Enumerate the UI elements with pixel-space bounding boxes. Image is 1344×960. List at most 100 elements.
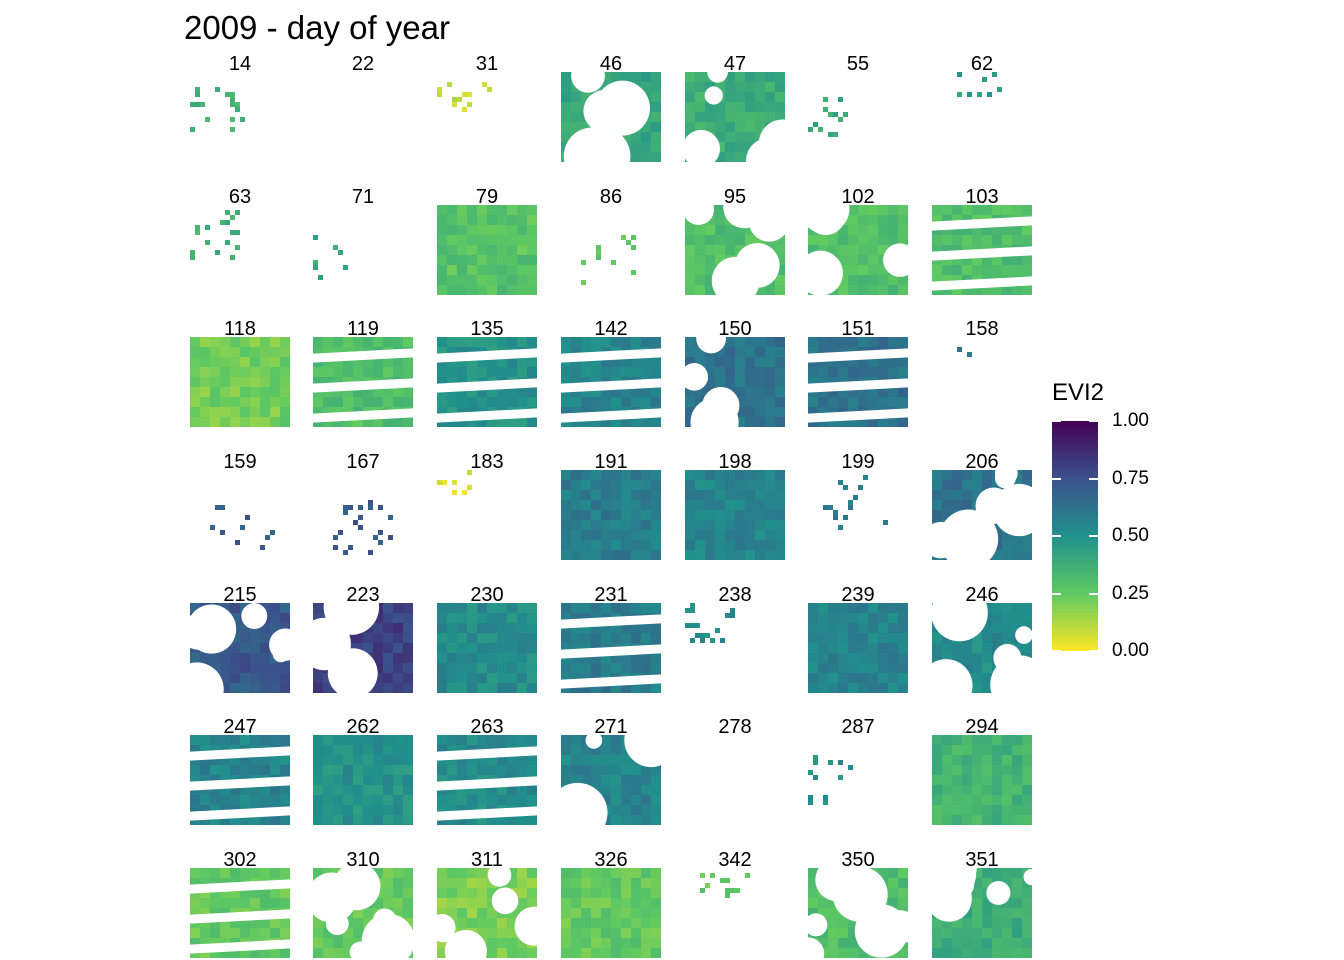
raster-cell bbox=[527, 888, 537, 898]
raster-cell bbox=[452, 480, 457, 485]
raster-cell bbox=[457, 805, 467, 815]
raster-cell bbox=[828, 643, 838, 653]
facet-label: 246 bbox=[965, 584, 999, 606]
raster-cell bbox=[190, 127, 195, 132]
raster-cell bbox=[848, 623, 858, 633]
raster-cell bbox=[868, 613, 878, 623]
raster-cell bbox=[333, 815, 343, 825]
raster-cell bbox=[581, 530, 591, 540]
raster-cell bbox=[745, 112, 755, 122]
raster-cell bbox=[952, 215, 962, 225]
raster-cell bbox=[457, 245, 467, 255]
legend-tick-mark bbox=[1089, 420, 1098, 422]
raster-cell bbox=[447, 735, 457, 745]
raster-cell bbox=[611, 683, 621, 693]
raster-cell bbox=[393, 357, 403, 367]
raster-cell bbox=[685, 407, 695, 417]
facet-raster bbox=[685, 735, 785, 825]
raster-cell bbox=[561, 745, 571, 755]
raster-cell bbox=[270, 918, 280, 928]
raster-cell bbox=[651, 938, 661, 948]
raster-cell bbox=[992, 633, 1002, 643]
raster-cell bbox=[230, 888, 240, 898]
raster-cell bbox=[383, 673, 393, 683]
raster-cell bbox=[1012, 205, 1022, 215]
facet-label: 302 bbox=[223, 849, 257, 871]
raster-cell bbox=[611, 480, 621, 490]
raster-cell bbox=[735, 470, 745, 480]
raster-cell bbox=[220, 337, 230, 347]
raster-cell bbox=[972, 888, 982, 898]
raster-cell bbox=[363, 765, 373, 775]
raster-cell bbox=[705, 883, 710, 888]
facet-raster bbox=[313, 603, 413, 693]
raster-cell bbox=[358, 515, 363, 520]
raster-cell bbox=[507, 643, 517, 653]
raster-cell bbox=[621, 663, 631, 673]
raster-cell bbox=[403, 775, 413, 785]
raster-cell bbox=[982, 673, 992, 683]
raster-cell bbox=[695, 500, 705, 510]
raster-cell bbox=[651, 775, 661, 785]
raster-cell bbox=[621, 755, 631, 765]
raster-cell bbox=[1012, 603, 1022, 613]
raster-cell bbox=[621, 490, 631, 500]
raster-cell bbox=[641, 520, 651, 530]
raster-cell bbox=[230, 377, 240, 387]
raster-cell bbox=[437, 377, 447, 387]
raster-cell bbox=[992, 918, 1002, 928]
raster-cell bbox=[833, 510, 838, 515]
raster-cell bbox=[898, 235, 908, 245]
raster-cell bbox=[403, 643, 413, 653]
raster-cell bbox=[942, 775, 952, 785]
raster-cell bbox=[497, 918, 507, 928]
raster-cell bbox=[437, 92, 442, 97]
raster-cell bbox=[487, 785, 497, 795]
raster-cell bbox=[611, 357, 621, 367]
raster-cell bbox=[651, 633, 661, 643]
raster-cell bbox=[230, 755, 240, 765]
raster-cell bbox=[685, 347, 695, 357]
raster-cell bbox=[447, 815, 457, 825]
facet-raster bbox=[700, 873, 750, 898]
raster-cell bbox=[561, 500, 571, 510]
raster-cell bbox=[353, 775, 363, 785]
raster-cell bbox=[383, 387, 393, 397]
raster-cell bbox=[1012, 285, 1022, 295]
raster-cell bbox=[270, 417, 280, 427]
raster-cell bbox=[353, 633, 363, 643]
raster-cell bbox=[715, 205, 725, 215]
raster-cell bbox=[631, 357, 641, 367]
raster-cell bbox=[230, 815, 240, 825]
raster-cell bbox=[808, 347, 818, 357]
raster-cell bbox=[1012, 898, 1022, 908]
raster-cell bbox=[250, 377, 260, 387]
raster-cell bbox=[942, 480, 952, 490]
raster-cell bbox=[1012, 550, 1022, 560]
raster-cell bbox=[517, 367, 527, 377]
raster-cell bbox=[967, 92, 972, 97]
raster-cell bbox=[611, 745, 621, 755]
raster-cell bbox=[383, 878, 393, 888]
raster-cell bbox=[280, 613, 290, 623]
raster-cell bbox=[651, 765, 661, 775]
raster-cell bbox=[313, 377, 323, 387]
raster-cell bbox=[1002, 948, 1012, 958]
missing-data-gap bbox=[685, 363, 709, 391]
raster-cell bbox=[561, 102, 571, 112]
raster-cell bbox=[457, 407, 467, 417]
raster-cell bbox=[775, 102, 785, 112]
raster-cell bbox=[250, 735, 260, 745]
raster-cell bbox=[952, 765, 962, 775]
raster-cell bbox=[343, 550, 348, 555]
raster-cell bbox=[507, 357, 517, 367]
raster-cell bbox=[591, 490, 601, 500]
raster-cell bbox=[765, 417, 775, 427]
facet-raster bbox=[190, 603, 290, 693]
raster-cell bbox=[833, 112, 838, 117]
raster-cell bbox=[848, 225, 858, 235]
raster-cell bbox=[442, 480, 447, 485]
raster-cell bbox=[280, 918, 290, 928]
raster-cell bbox=[437, 735, 447, 745]
raster-cell bbox=[1002, 755, 1012, 765]
